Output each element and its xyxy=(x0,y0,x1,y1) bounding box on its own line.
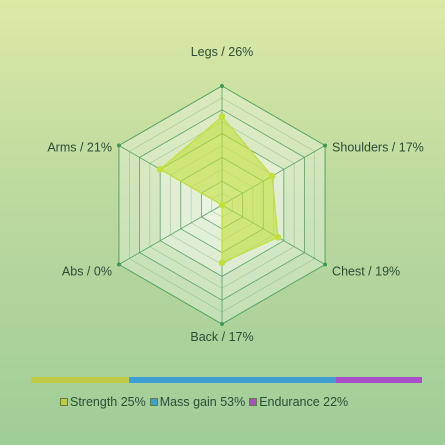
split-bar-segment-endurance xyxy=(335,377,422,383)
legend-swatch-endurance xyxy=(249,398,258,406)
radar-axis-end-dot xyxy=(323,262,328,267)
axis-label-abs: Abs / 0% xyxy=(62,265,112,279)
axis-label-legs: Legs / 26% xyxy=(191,45,254,59)
radar-series xyxy=(156,113,282,267)
legend-item-mass-gain: Mass gain 53% xyxy=(149,395,246,409)
radar-axis-end-dot xyxy=(116,143,121,148)
radar-spoke xyxy=(118,204,223,265)
split-bar-segment-strength xyxy=(31,377,129,383)
legend-label-strength: Strength 25% xyxy=(70,395,146,409)
radar-point-shoulders xyxy=(268,172,276,180)
split-bar xyxy=(31,377,422,383)
legend-swatch-mass-gain xyxy=(149,398,158,406)
radar-point-chest xyxy=(274,234,282,241)
radar-axis-labels: Legs / 26% Shoulders / 17% Chest / 19% Back… xyxy=(47,45,423,344)
radar-point-abs xyxy=(218,201,226,209)
legend-label-mass-gain: Mass gain 53% xyxy=(159,395,246,409)
axis-label-arms: Arms / 21% xyxy=(47,141,112,155)
radar-point-arms xyxy=(156,166,164,173)
radar-axis-end-dot xyxy=(220,322,224,326)
legend-item-strength: Strength 25% xyxy=(60,395,146,409)
legend-label-endurance: Endurance 22% xyxy=(259,395,349,409)
axis-label-chest: Chest / 19% xyxy=(332,265,400,279)
split-bar-segment-mass-gain xyxy=(128,377,336,383)
radar-axis-end-dot xyxy=(323,143,328,148)
axis-label-back: Back / 17% xyxy=(190,330,253,344)
radar-axis-end-dot xyxy=(116,262,121,267)
legend-item-endurance: Endurance 22% xyxy=(249,395,348,409)
axis-label-shoulders: Shoulders / 17% xyxy=(332,141,424,155)
radar-point-legs xyxy=(218,113,226,120)
radar-axis-end-dot xyxy=(220,84,224,88)
legend: Strength 25% Mass gain 53% Endurance 22% xyxy=(60,395,352,409)
radar-point-back xyxy=(218,259,226,267)
legend-swatch-strength xyxy=(60,398,68,406)
